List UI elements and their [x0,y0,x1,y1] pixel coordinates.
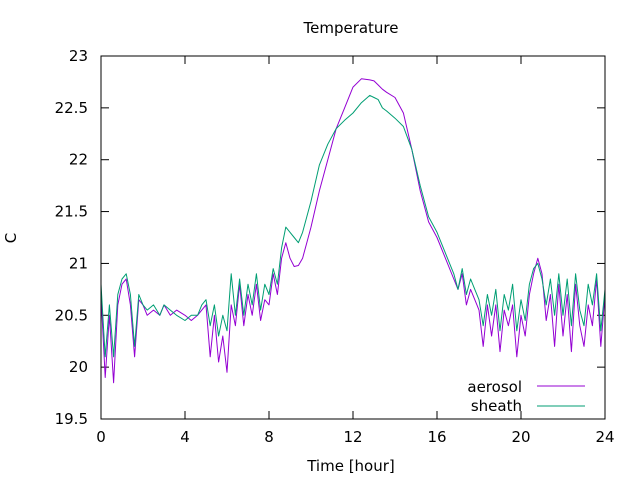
x-axis-label: Time [hour] [306,457,395,475]
legend-label-sheath: sheath [471,397,522,415]
y-tick-label: 21.5 [55,203,88,221]
x-tick-label: 12 [343,428,362,446]
y-tick-label: 22.5 [55,99,88,117]
series-line-sheath [100,94,606,358]
chart-title: Temperature [302,19,398,37]
y-tick-label: 20 [69,358,88,376]
x-tick-label: 24 [595,428,614,446]
series-layer [100,78,606,384]
y-tick-label: 20.5 [55,306,88,324]
x-tick-label: 20 [511,428,530,446]
legend: aerosol sheath [467,378,585,415]
y-tick-label: 21 [69,254,88,272]
x-tick-label: 16 [427,428,446,446]
x-tick-label: 0 [96,428,106,446]
legend-label-aerosol: aerosol [467,378,522,396]
series-line-aerosol [100,78,606,384]
y-tick-label: 19.5 [55,410,88,428]
x-tick-label: 8 [264,428,274,446]
plot-frame [100,55,606,420]
x-tick-label: 4 [180,428,190,446]
y-axis-label: C [2,233,20,243]
y-tick-label: 22 [69,151,88,169]
y-tick-label: 23 [69,47,88,65]
